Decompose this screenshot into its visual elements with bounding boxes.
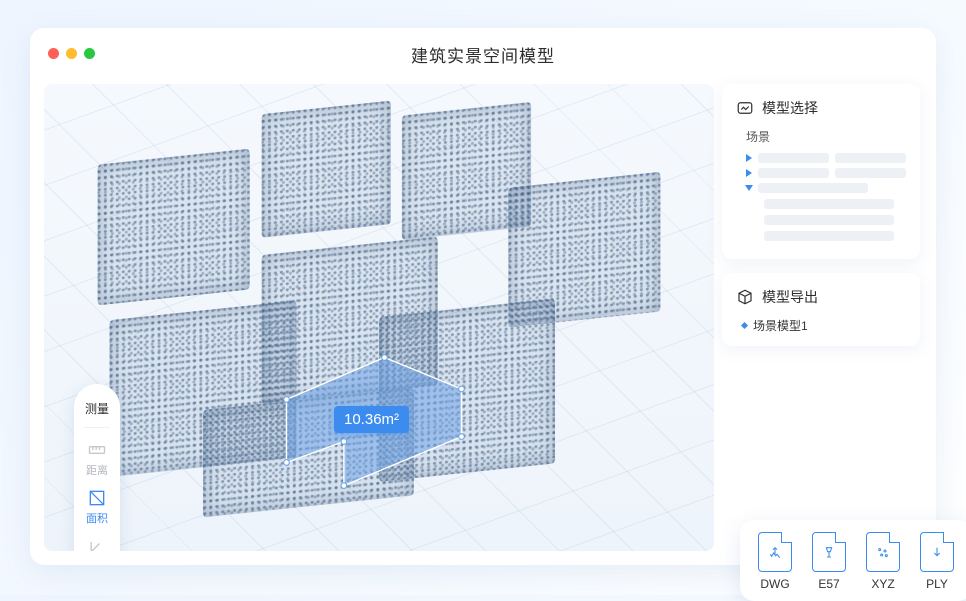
format-label: PLY bbox=[926, 577, 948, 591]
scene-child-placeholder[interactable] bbox=[764, 199, 894, 209]
scene-item-placeholder bbox=[835, 153, 906, 163]
scene-child-placeholder[interactable] bbox=[764, 215, 894, 225]
tool-area[interactable]: 面积 bbox=[74, 482, 120, 530]
close-dot[interactable] bbox=[48, 48, 59, 59]
file-icon bbox=[920, 532, 954, 572]
cube-icon bbox=[736, 288, 754, 306]
export-format-bar: DWG E57 XYZ PLY bbox=[740, 520, 966, 601]
model-export-header: 模型导出 bbox=[736, 287, 906, 307]
scene-item-placeholder bbox=[758, 183, 868, 193]
scene-item-3[interactable] bbox=[746, 183, 906, 193]
app-window: 建筑实景空间模型 10.36m² 测量 bbox=[30, 28, 936, 565]
format-label: E57 bbox=[818, 577, 839, 591]
scene-child-placeholder[interactable] bbox=[764, 231, 894, 241]
scene-item-placeholder bbox=[758, 153, 829, 163]
toolbar-header-label: 测量 bbox=[85, 400, 109, 417]
area-measurement-badge: 10.36m² bbox=[334, 406, 409, 433]
format-e57[interactable]: E57 bbox=[812, 532, 846, 591]
file-icon bbox=[812, 532, 846, 572]
model-export-card: 模型导出 场景模型1 bbox=[722, 273, 920, 346]
format-label: XYZ bbox=[871, 577, 894, 591]
titlebar: 建筑实景空间模型 bbox=[30, 28, 936, 80]
area-icon bbox=[87, 488, 107, 508]
format-dwg[interactable]: DWG bbox=[758, 532, 792, 591]
model-select-card: 模型选择 场景 bbox=[722, 84, 920, 259]
tool-distance-label: 距离 bbox=[86, 462, 108, 478]
format-ply[interactable]: PLY bbox=[920, 532, 954, 591]
format-xyz[interactable]: XYZ bbox=[866, 532, 900, 591]
toolbar-header: 测量 bbox=[74, 394, 120, 425]
caret-down-icon bbox=[745, 185, 753, 191]
file-icon bbox=[866, 532, 900, 572]
angle-icon bbox=[87, 536, 107, 551]
point-cloud-model bbox=[86, 84, 672, 546]
viewport-3d[interactable]: 10.36m² 测量 距离 面积 角度 bbox=[44, 84, 714, 551]
zoom-dot[interactable] bbox=[84, 48, 95, 59]
window-title: 建筑实景空间模型 bbox=[30, 42, 936, 67]
export-item-1[interactable]: 场景模型1 bbox=[742, 317, 906, 334]
tool-area-label: 面积 bbox=[86, 510, 108, 526]
scene-label: 场景 bbox=[746, 128, 906, 145]
toolbar-separator bbox=[84, 427, 110, 428]
format-label: DWG bbox=[760, 577, 789, 591]
tool-distance[interactable]: 距离 bbox=[74, 434, 120, 482]
minimize-dot[interactable] bbox=[66, 48, 77, 59]
ruler-icon bbox=[87, 440, 107, 460]
tool-angle[interactable]: 角度 bbox=[74, 530, 120, 551]
traffic-lights bbox=[48, 48, 95, 59]
image-icon bbox=[736, 99, 754, 117]
model-select-header: 模型选择 bbox=[736, 98, 906, 118]
scene-item-1[interactable] bbox=[746, 153, 906, 163]
model-export-title: 模型导出 bbox=[762, 287, 818, 307]
side-panel: 模型选择 场景 模型导出 场景模型1 bbox=[722, 84, 920, 346]
caret-right-icon bbox=[746, 169, 752, 177]
measure-toolbar: 测量 距离 面积 角度 bbox=[74, 384, 120, 551]
file-icon bbox=[758, 532, 792, 572]
scene-item-2[interactable] bbox=[746, 168, 906, 178]
diamond-bullet-icon bbox=[741, 322, 748, 329]
export-item-label: 场景模型1 bbox=[753, 317, 808, 334]
model-select-title: 模型选择 bbox=[762, 98, 818, 118]
caret-right-icon bbox=[746, 154, 752, 162]
scene-item-placeholder bbox=[758, 168, 829, 178]
scene-item-3-children bbox=[764, 199, 906, 241]
scene-item-placeholder bbox=[835, 168, 906, 178]
